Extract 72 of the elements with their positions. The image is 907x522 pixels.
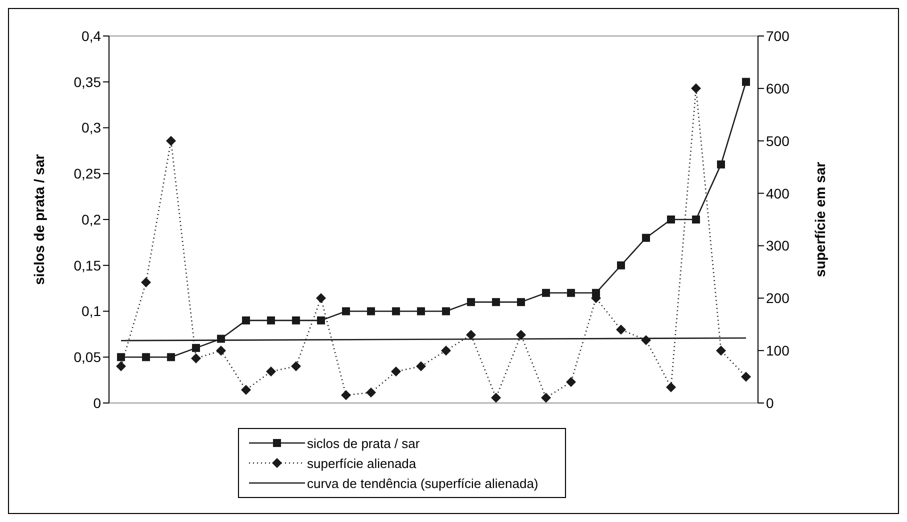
point [416,361,426,372]
point [492,298,500,306]
point [192,344,200,352]
point [116,361,126,372]
point [667,216,675,224]
point [291,361,301,372]
y2-tick-label: 700 [766,28,790,44]
point [216,346,226,356]
y-tick-label: 0,2 [82,211,102,228]
point [741,372,751,382]
legend-label: superfície alienada [307,456,416,470]
legend-label: siclos de prata / sar [307,436,420,450]
point [642,234,650,242]
point [292,316,300,324]
point [167,353,175,362]
y2-axis-title: superfície em sar [812,161,828,278]
point [641,335,651,346]
point [317,316,325,324]
point [616,324,626,335]
point [617,261,625,270]
point [717,160,725,168]
point [716,346,726,356]
y-tick-label: 0,25 [74,166,102,182]
point [567,288,575,297]
point [391,366,401,377]
y-tick-label: 0,15 [74,257,102,274]
y-axis-title: siclos de prata / sar [30,154,47,285]
y2-tick-label: 200 [766,290,790,306]
y2-tick-label: 600 [766,80,790,96]
point [517,298,525,306]
point [516,330,526,340]
y-tick-label: 0,4 [82,28,102,44]
point [342,307,350,316]
y2-tick-label: 500 [766,132,790,149]
point [742,78,750,86]
point [466,330,476,340]
point [691,83,701,94]
point [442,307,450,316]
y-tick-label: 0,3 [82,120,102,136]
point [392,307,400,316]
point [191,353,201,364]
point [692,216,700,224]
point [341,390,351,400]
point [666,382,676,392]
point [241,384,251,395]
legend-label: curva de tendência (superfície alienada) [307,476,538,490]
point [441,346,451,356]
point [217,334,225,343]
y2-tick-label: 100 [766,342,790,359]
point [542,288,550,297]
point [242,316,250,324]
y-tick-label: 0,1 [82,303,102,320]
y2-tick-label: 400 [766,185,790,202]
point [366,388,376,398]
point [267,316,275,324]
point [142,353,150,362]
point [566,377,576,388]
point [316,293,326,304]
point [467,298,475,306]
y2-tick-label: 0 [766,394,774,411]
point [541,392,551,403]
y-tick-label: 0,05 [74,349,102,366]
y-tick-label: 0 [93,394,102,411]
point [367,307,375,316]
point [141,277,151,288]
point [166,136,176,146]
point [117,353,125,362]
point [266,366,276,377]
y-tick-label: 0,35 [74,74,102,90]
point [417,307,425,316]
y2-tick-label: 300 [766,238,790,254]
point [491,392,501,403]
